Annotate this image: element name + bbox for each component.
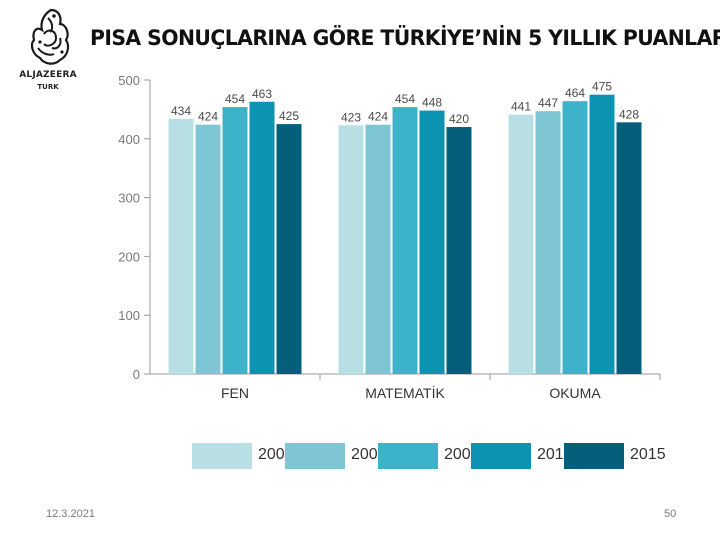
footer-date: 12.3.2021	[46, 508, 95, 520]
legend-swatch	[471, 443, 531, 469]
bar-2015	[616, 122, 642, 374]
bar-value-label: 424	[198, 110, 218, 124]
x-category-label: FEN	[221, 385, 249, 401]
bar-2012	[419, 110, 445, 375]
y-tick-label: 100	[118, 308, 140, 323]
bar-value-label: 420	[449, 112, 469, 126]
bar-value-label: 434	[171, 104, 191, 118]
footer-page-number: 50	[664, 508, 677, 520]
bar-value-label: 441	[511, 100, 531, 114]
legend-swatch	[564, 443, 624, 469]
bar-2009	[562, 101, 588, 374]
page-title: PISA SONUÇLARINA GÖRE TÜRKİYE’NİN 5 YILL…	[90, 26, 720, 50]
y-tick-label: 500	[118, 73, 140, 88]
legend-label: 2003	[258, 446, 294, 463]
legend-label: 2009	[444, 446, 480, 463]
bar-2012	[249, 101, 275, 375]
bar-2009	[222, 107, 248, 374]
bar-value-label: 454	[395, 92, 415, 106]
aljazeera-logo-mark	[30, 8, 70, 65]
bar-value-label: 475	[592, 80, 612, 94]
bar-value-label: 423	[341, 110, 361, 124]
bar-2006	[195, 124, 221, 374]
legend-label: 2012	[537, 446, 573, 463]
bar-value-label: 454	[225, 92, 245, 106]
y-tick-label: 300	[118, 191, 140, 206]
bar-2003	[338, 125, 364, 374]
bar-value-label: 424	[368, 110, 388, 124]
y-tick-label: 400	[118, 132, 140, 147]
logo-text-turk: TURK	[37, 83, 59, 91]
aljazeera-logo	[14, 4, 88, 100]
chart-legend: 2003 2006 2009 2012 2015	[192, 443, 666, 469]
bar-value-label: 428	[619, 107, 639, 121]
bar-2015	[276, 124, 302, 374]
bar-2009	[392, 107, 418, 374]
x-category-label: OKUMA	[549, 385, 601, 401]
y-tick-label: 0	[133, 367, 140, 382]
bar-value-label: 448	[422, 96, 442, 110]
x-category-label: MATEMATİK	[365, 384, 445, 401]
bar-2012	[589, 94, 615, 374]
bar-2006	[365, 124, 391, 374]
legend-swatch	[192, 443, 252, 469]
bar-value-label: 464	[565, 86, 585, 100]
legend-label: 2006	[351, 446, 387, 463]
bar-2006	[535, 111, 561, 374]
logo-text-aljazeera: ALJAZEERA	[19, 70, 77, 80]
bar-value-label: 425	[279, 109, 299, 123]
bar-2015	[446, 127, 472, 374]
bar-value-label: 463	[252, 87, 272, 101]
bar-2003	[168, 118, 194, 374]
legend-swatch	[378, 443, 438, 469]
legend-label: 2015	[630, 446, 666, 463]
y-tick-label: 200	[118, 249, 140, 264]
legend-swatch	[285, 443, 345, 469]
bar-value-label: 447	[538, 96, 558, 110]
bar-2003	[508, 114, 534, 374]
